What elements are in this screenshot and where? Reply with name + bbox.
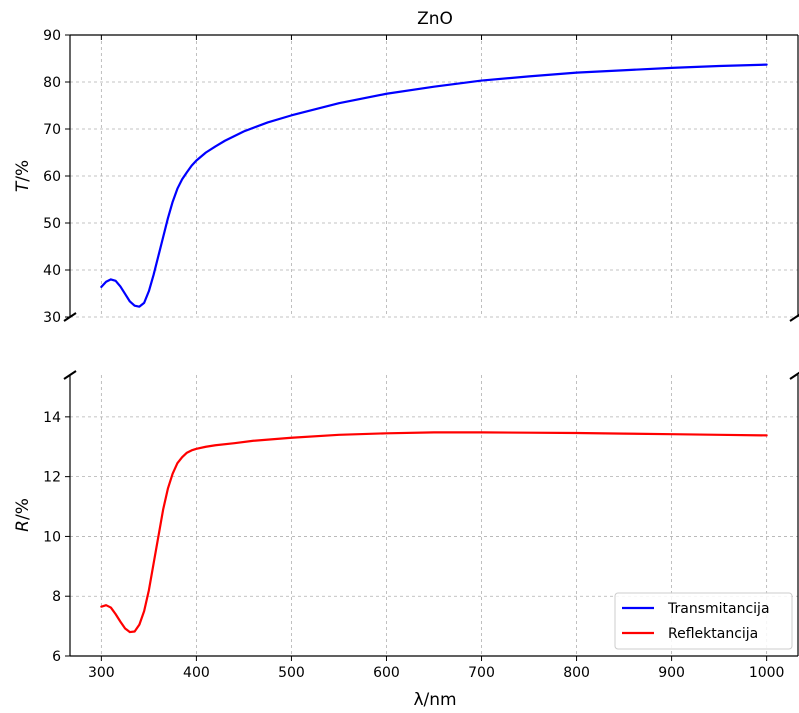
bottom-y-axis-label-symbol: R: [13, 520, 33, 532]
break-mark-bottom-right: [789, 371, 799, 380]
top-x-ticks: [100, 35, 768, 40]
top-y-axis-label: T/%: [13, 160, 33, 192]
x-tick-label-800: 800: [563, 665, 590, 681]
top-grid: [70, 34, 798, 318]
series-line-transmitancija: [100, 63, 768, 308]
x-tick-label-600: 600: [373, 665, 400, 681]
top-y-ticks: 30 40 50 60 70 80 90: [43, 28, 70, 326]
x-tick-label-400: 400: [183, 665, 210, 681]
bottom-ytick-label-12: 12: [43, 470, 61, 486]
break-mark-bottom-left: [63, 370, 77, 380]
axis-break-marks: [63, 312, 799, 380]
top-ytick-label-70: 70: [43, 122, 61, 138]
top-ytick-label-90: 90: [43, 28, 61, 44]
top-series-layer: [100, 63, 768, 308]
top-ytick-label-80: 80: [43, 75, 61, 91]
top-ytick-label-50: 50: [43, 216, 61, 232]
reflectance-panel: 6 8 10 12 14 300 400 500 600 700 800 900 1000 R/%: [13, 375, 799, 681]
legend-box: [614, 592, 793, 650]
legend: Transmitancija Reflektancija: [614, 592, 793, 650]
bottom-ytick-label-6: 6: [52, 649, 61, 665]
top-ytick-label-60: 60: [43, 169, 61, 185]
break-mark-top-left: [63, 312, 77, 322]
transmittance-panel: 30 40 50 60 70 80 90 T/%: [13, 28, 799, 326]
chart-title: ZnO: [417, 9, 453, 29]
bottom-ytick-label-8: 8: [52, 589, 61, 605]
bottom-y-axis-label-unit: /%: [13, 498, 33, 520]
x-tick-label-500: 500: [278, 665, 305, 681]
x-tick-label-1000: 1000: [749, 665, 785, 681]
bottom-series-layer: [100, 431, 768, 634]
bottom-ytick-label-14: 14: [43, 410, 61, 426]
x-tick-label-300: 300: [88, 665, 115, 681]
top-y-axis-label-unit: /%: [13, 160, 33, 182]
x-axis-label: λ/nm: [413, 690, 456, 710]
bottom-ytick-label-10: 10: [43, 529, 61, 545]
legend-label-reflektancija: Reflektancija: [668, 626, 758, 642]
x-tick-label-700: 700: [468, 665, 495, 681]
bottom-axes: [69, 375, 799, 657]
x-tick-label-900: 900: [658, 665, 685, 681]
break-mark-top-right: [789, 313, 799, 322]
bottom-y-axis-label: R/%: [13, 498, 33, 532]
top-ytick-label-30: 30: [43, 310, 61, 326]
bottom-y-ticks: 6 8 10 12 14: [43, 410, 70, 665]
bottom-x-ticks: 300 400 500 600 700 800 900 1000: [88, 656, 784, 681]
legend-label-transmitancija: Transmitancija: [667, 601, 770, 617]
series-line-reflektancija: [100, 431, 768, 634]
top-ytick-label-40: 40: [43, 263, 61, 279]
top-y-axis-label-symbol: T: [13, 180, 33, 192]
